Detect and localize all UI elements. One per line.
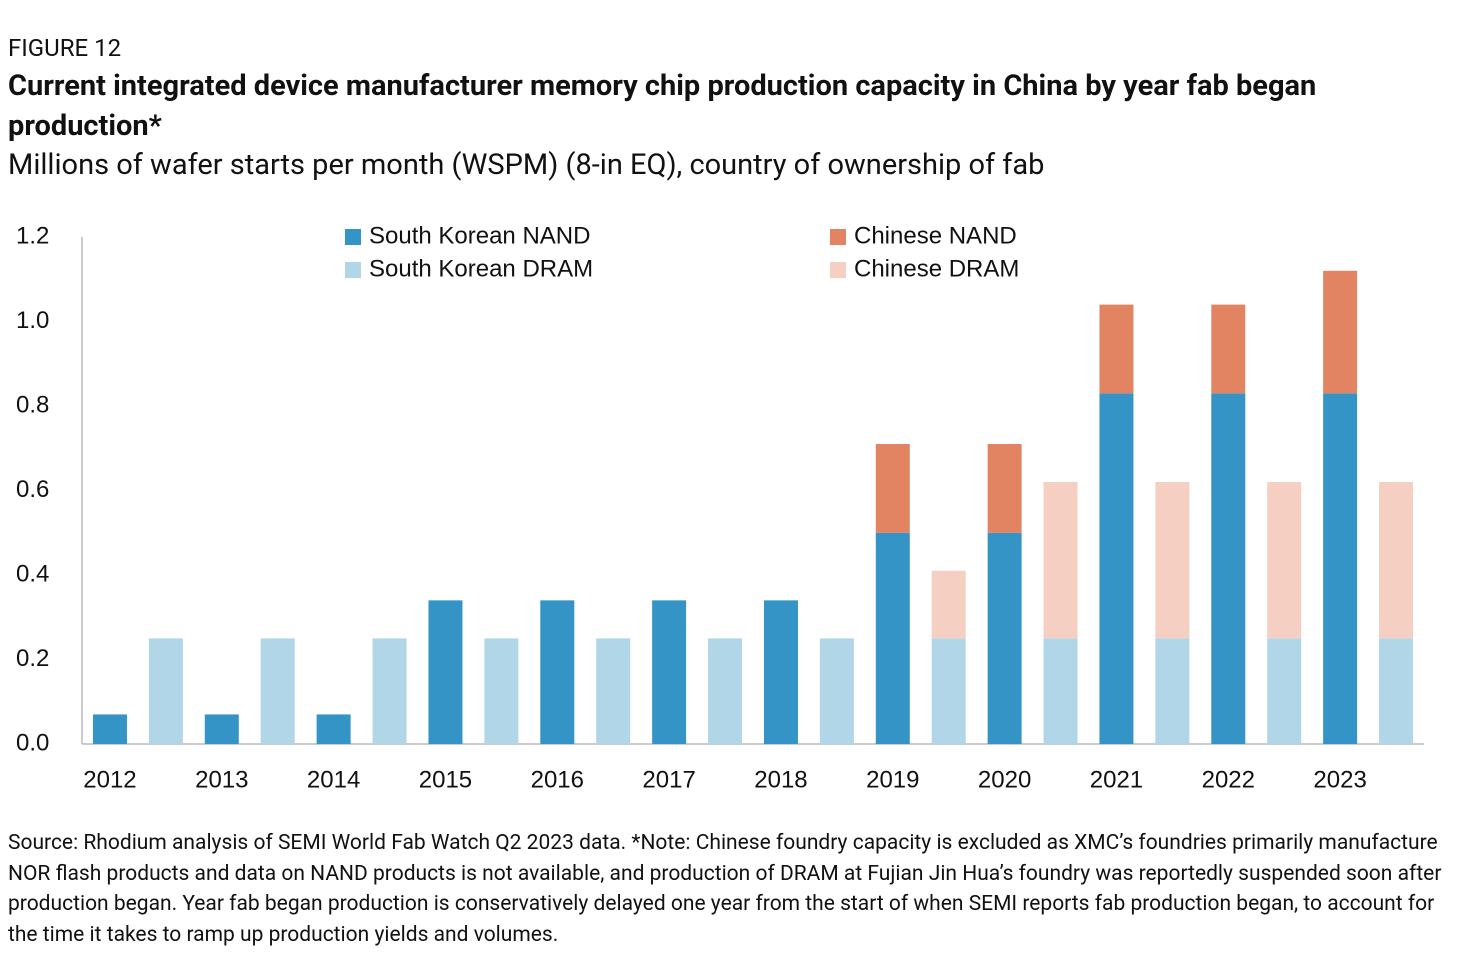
bar-segment [204, 714, 239, 744]
y-tick-label: 1.0 [16, 307, 49, 334]
x-tick-label: 2023 [1313, 766, 1366, 793]
bar-segment [1323, 270, 1358, 394]
x-tick-label: 2018 [754, 766, 807, 793]
y-tick-label: 0.2 [16, 645, 49, 672]
bar-segment [1211, 393, 1246, 744]
x-tick-label: 2012 [83, 766, 136, 793]
bar-segment [484, 638, 519, 744]
bar-segment [428, 600, 463, 744]
legend-label: Chinese DRAM [854, 255, 1019, 282]
bar-segment [1155, 638, 1190, 744]
x-tick-label: 2014 [307, 766, 360, 793]
bar-segment [1155, 482, 1190, 639]
legend-swatch [345, 229, 361, 245]
legend-label: South Korean DRAM [369, 255, 593, 282]
legend-swatch [830, 262, 846, 278]
legend-label: South Korean NAND [369, 222, 590, 249]
y-tick-label: 0.8 [16, 391, 49, 418]
bar-segment [92, 714, 127, 744]
bar-segment [931, 638, 966, 744]
bar-segment [652, 600, 687, 744]
bar-segment [987, 532, 1022, 744]
bar-segment [316, 714, 351, 744]
bar-segment [987, 444, 1022, 533]
chart: 0.0 0.2 0.4 0.6 0.8 1.0 1.2 South Korean NAND So… [16, 222, 1424, 793]
bar-segment [596, 638, 631, 744]
x-tick-label: 2016 [531, 766, 584, 793]
bar-segment [260, 638, 295, 744]
bar-segment [1267, 638, 1302, 744]
chart-subtitle: Millions of wafer starts per month (WSPM… [8, 148, 1045, 182]
bar-segment [372, 638, 407, 744]
x-tick-label: 2015 [419, 766, 472, 793]
bar-segment [708, 638, 743, 744]
legend-label: Chinese NAND [854, 222, 1017, 249]
bar-segment [1323, 393, 1358, 744]
chart-title: Current integrated device manufacturer m… [8, 69, 1317, 143]
legend-swatch [345, 262, 361, 278]
bar-segment [931, 570, 966, 639]
y-tick-label: 0.4 [16, 560, 49, 587]
bar-segment [1043, 638, 1078, 744]
bar-segment [1211, 304, 1246, 394]
y-tick-label: 0.6 [16, 476, 49, 503]
bar-segment [763, 600, 798, 744]
source-note: Source: Rhodium analysis of SEMI World F… [8, 831, 1442, 947]
bar-segment [1379, 638, 1414, 744]
x-tick-label: 2020 [978, 766, 1031, 793]
x-tick-label: 2021 [1090, 766, 1143, 793]
bar-segment [1267, 482, 1302, 639]
bar-segment [1099, 393, 1134, 744]
y-tick-label: 1.2 [16, 222, 49, 249]
y-tick-label: 0.0 [16, 729, 49, 756]
x-tick-label: 2017 [642, 766, 695, 793]
bar-segment [819, 638, 854, 744]
bar-segment [540, 600, 575, 744]
bar-segment [1043, 482, 1078, 639]
legend-swatch [830, 229, 846, 245]
bar-segment [875, 444, 910, 533]
bar-segment [1099, 304, 1134, 394]
bar-segment [875, 532, 910, 744]
bar-segment [148, 638, 183, 744]
x-tick-label: 2019 [866, 766, 919, 793]
x-tick-label: 2022 [1202, 766, 1255, 793]
figure-label: FIGURE 12 [8, 34, 122, 62]
x-tick-label: 2013 [195, 766, 248, 793]
bar-segment [1379, 482, 1414, 639]
